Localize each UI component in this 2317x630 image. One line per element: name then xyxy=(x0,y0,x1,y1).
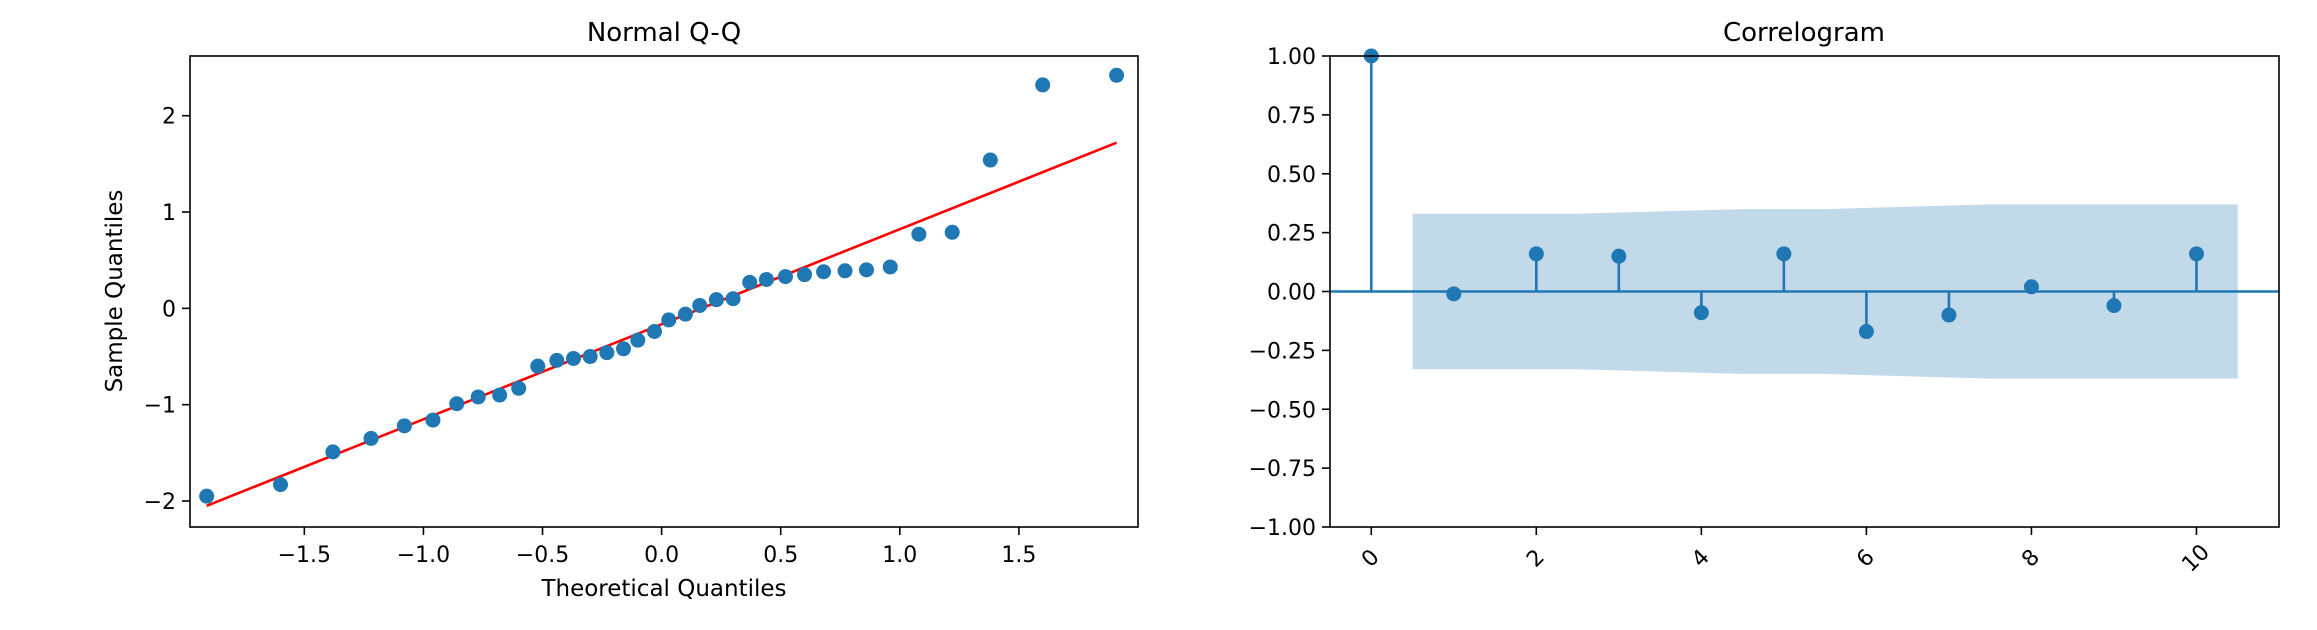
qq-point xyxy=(742,274,758,290)
qq-axes-frame xyxy=(189,55,1139,528)
qq-ytick-label: 2 xyxy=(162,105,176,130)
acf-xtick-label: 8 xyxy=(2017,545,2045,573)
acf-point xyxy=(1528,246,1544,262)
qq-point xyxy=(325,444,341,460)
qq-point xyxy=(549,352,565,368)
acf-ytick-label: 1.00 xyxy=(1267,45,1316,70)
qq-point xyxy=(511,380,527,396)
acf-ytick-label: −0.50 xyxy=(1249,398,1316,423)
qq-xtick-label: −1.0 xyxy=(397,543,450,568)
qq-point xyxy=(273,477,289,493)
qq-point xyxy=(758,271,774,287)
qq-point xyxy=(425,412,441,428)
qq-point xyxy=(599,345,615,361)
qq-ylabel: Sample Quantiles xyxy=(102,190,128,393)
qq-point xyxy=(363,430,379,446)
qq-ytick-label: −2 xyxy=(144,490,176,515)
qq-xlabel: Theoretical Quantiles xyxy=(540,576,786,602)
qq-xtick-label: 1.0 xyxy=(882,543,917,568)
qq-reference-line xyxy=(206,141,1118,508)
acf-ytick-label: −0.25 xyxy=(1249,339,1316,364)
qq-point xyxy=(797,267,813,283)
qq-xtick-label: 0.5 xyxy=(763,543,798,568)
acf-point xyxy=(1941,307,1957,323)
acf-xtick-label: 6 xyxy=(1852,545,1880,573)
qq-point xyxy=(616,341,632,357)
acf-point xyxy=(2023,279,2039,295)
qq-xtick-label: −1.5 xyxy=(278,543,331,568)
qq-ytick-label: −1 xyxy=(144,394,176,419)
acf-point xyxy=(2188,246,2204,262)
acf-point xyxy=(1693,305,1709,321)
acf-ytick-label: 0.00 xyxy=(1267,281,1316,306)
qq-point xyxy=(199,488,215,504)
acf-ytick-label: 0.25 xyxy=(1267,222,1316,247)
qq-point xyxy=(777,269,793,285)
qq-point xyxy=(582,349,598,365)
acf-ytick-label: −0.75 xyxy=(1249,457,1316,482)
acf-point xyxy=(1858,324,1874,340)
qq-point xyxy=(396,418,412,434)
qq-point xyxy=(530,358,546,374)
qq-ytick-label: 1 xyxy=(162,201,176,226)
acf-xtick-label: 0 xyxy=(1357,545,1385,573)
acf-point xyxy=(2106,298,2122,314)
qq-title: Normal Q-Q xyxy=(587,18,741,48)
qq-point xyxy=(816,264,832,280)
qq-xtick-label: −0.5 xyxy=(516,543,569,568)
qq-point xyxy=(944,224,960,240)
qq-xtick-label: 0.0 xyxy=(644,543,679,568)
qq-point xyxy=(630,332,646,348)
qq-point xyxy=(692,297,708,313)
acf-xtick-label: 4 xyxy=(1687,545,1715,573)
qq-point xyxy=(565,350,581,366)
qq-point xyxy=(661,312,677,328)
correlogram-plot: 0 2 4 6 8 10 −1.00 −0.75 −0.50 −0.25 0.00 0.25 0.50… xyxy=(1249,18,2280,577)
qq-point xyxy=(492,387,508,403)
acf-point xyxy=(1776,246,1792,262)
acf-xtick-label: 2 xyxy=(1522,545,1550,573)
acf-ytick-label: −1.00 xyxy=(1249,516,1316,541)
qq-xtick-label: 1.5 xyxy=(1001,543,1036,568)
acf-point xyxy=(1611,248,1627,264)
correlogram-title: Correlogram xyxy=(1723,18,1885,48)
qq-point xyxy=(470,389,486,405)
qq-point xyxy=(982,152,998,168)
qq-plot: −1.5 −1.0 −0.5 0.0 0.5 1.0 1.5 −2 −1 0 1 2 Normal … xyxy=(102,18,1139,602)
qq-point xyxy=(708,292,724,308)
qq-point xyxy=(858,262,874,278)
acf-point xyxy=(1446,286,1462,302)
qq-point xyxy=(882,259,898,275)
acf-ytick-label: 0.50 xyxy=(1267,163,1316,188)
qq-point xyxy=(677,306,693,322)
qq-point xyxy=(911,226,927,242)
qq-ytick-label: 0 xyxy=(162,297,176,322)
qq-point xyxy=(837,263,853,279)
acf-ytick-label: 0.75 xyxy=(1267,104,1316,129)
qq-point xyxy=(725,291,741,307)
acf-xtick-label: 10 xyxy=(2177,540,2214,577)
qq-point xyxy=(449,396,465,412)
qq-point xyxy=(1109,67,1125,83)
qq-point xyxy=(646,323,662,339)
qq-point xyxy=(1035,77,1051,93)
